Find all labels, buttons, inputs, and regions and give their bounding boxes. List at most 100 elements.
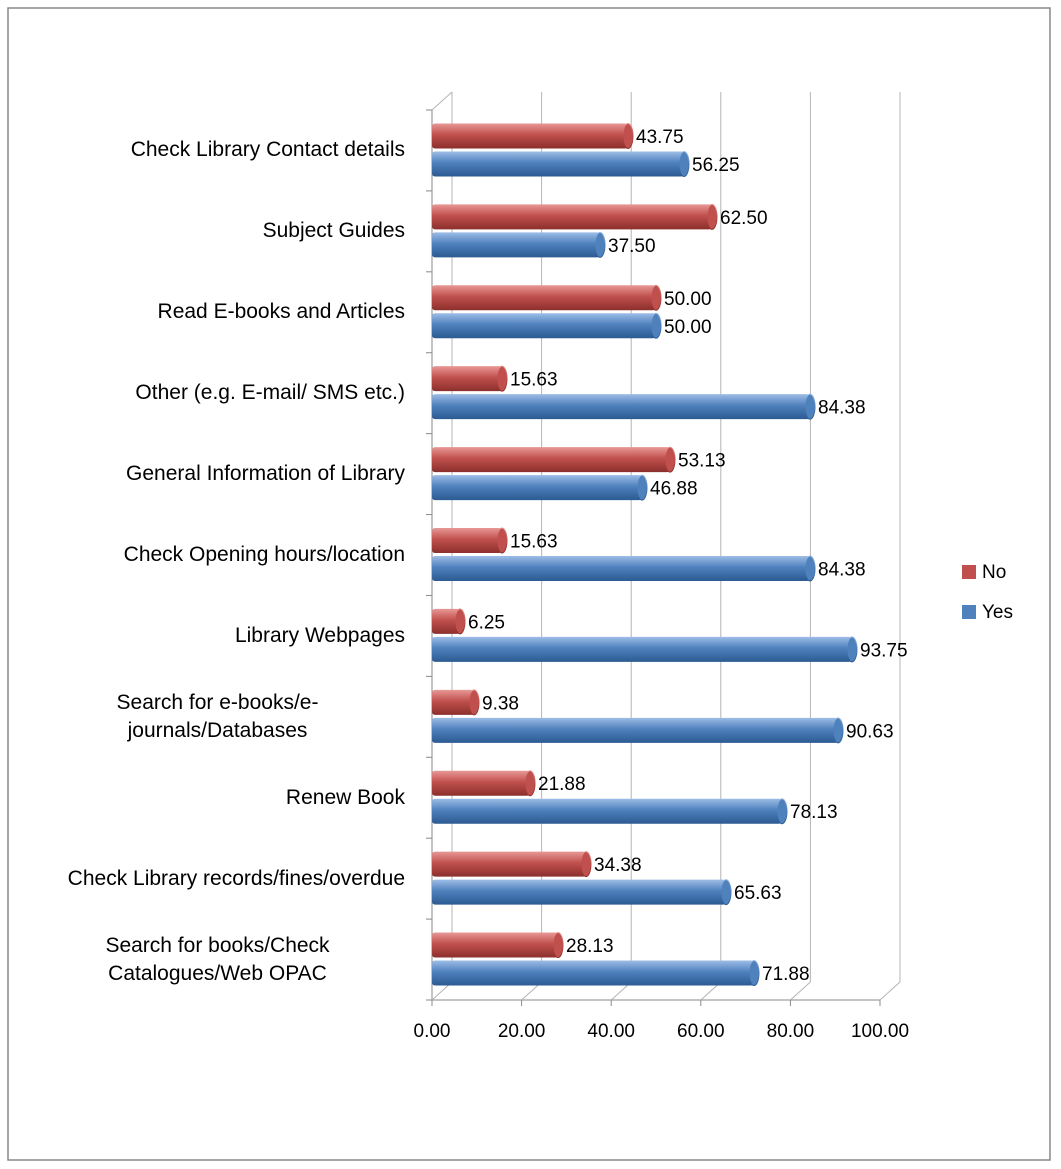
data-label: 53.13 <box>678 451 726 472</box>
y-tick-label: General Information of Library <box>10 460 405 488</box>
category-label: General Information of Library <box>126 462 405 486</box>
legend-label: No <box>982 562 1006 583</box>
bar-cap <box>594 231 606 258</box>
bar-cap <box>804 393 816 420</box>
bar <box>432 366 503 392</box>
bar-cap <box>580 851 592 878</box>
bar <box>432 475 643 501</box>
bar <box>432 879 727 905</box>
data-label: 62.50 <box>720 208 768 229</box>
data-label: 15.63 <box>510 532 558 553</box>
data-label: 21.88 <box>538 774 586 795</box>
bar-cap <box>552 932 564 959</box>
x-tick-label: 80.00 <box>767 1021 815 1042</box>
data-label: 37.50 <box>608 236 656 257</box>
bar-cap <box>454 608 466 635</box>
data-label: 84.38 <box>818 560 866 581</box>
bar-cap <box>804 555 816 582</box>
bar-cap <box>846 636 858 663</box>
category-label: Other (e.g. E-mail/ SMS etc.) <box>135 381 405 405</box>
category-label: Check Library Contact details <box>130 138 405 162</box>
y-tick-label: Check Opening hours/location <box>10 541 405 569</box>
bar <box>432 770 531 796</box>
bar-cap <box>496 527 508 554</box>
bar-cap <box>622 122 634 149</box>
data-label: 9.38 <box>482 693 519 714</box>
category-label: Check Opening hours/location <box>123 543 405 566</box>
bar <box>432 232 600 258</box>
bar <box>432 717 839 743</box>
x-tick-label: 100.00 <box>851 1021 909 1042</box>
bar <box>432 123 628 149</box>
bar <box>432 689 475 715</box>
data-label: 50.00 <box>664 317 712 338</box>
legend-label: Yes <box>982 602 1013 623</box>
bar-cap <box>832 717 844 744</box>
y-tick-label: Library Webpages <box>10 622 405 650</box>
data-label: 56.25 <box>692 155 740 176</box>
data-label: 6.25 <box>468 612 505 633</box>
y-tick-label: Other (e.g. E-mail/ SMS etc.) <box>10 379 405 407</box>
y-tick-label: Subject Guides <box>10 217 405 245</box>
y-tick-label: Renew Book <box>10 784 405 812</box>
x-tick-label: 0.00 <box>414 1021 451 1042</box>
bar <box>432 394 811 420</box>
data-label: 34.38 <box>594 855 642 876</box>
bar <box>432 285 656 311</box>
y-tick-label: Check Library Contact details <box>10 136 405 164</box>
data-label: 28.13 <box>566 936 614 957</box>
bar-cap <box>664 446 676 473</box>
bar <box>432 932 559 958</box>
category-label: Search for e-books/e-journals/Databases <box>116 690 319 742</box>
data-label: 65.63 <box>734 883 782 904</box>
grid-line <box>879 981 901 1001</box>
bar <box>432 608 460 634</box>
wall-edge <box>431 91 453 111</box>
bar <box>432 851 587 877</box>
bar-cap <box>706 203 718 230</box>
category-label: Read E-books and Articles <box>157 300 405 324</box>
y-tick-label: Check Library records/fines/overdue <box>10 865 405 893</box>
data-label: 71.88 <box>762 964 810 985</box>
bar-cap <box>678 150 690 177</box>
bar-cap <box>776 798 788 825</box>
data-label: 93.75 <box>860 640 908 661</box>
y-tick-label: Search for books/Check Catalogues/Web OP… <box>10 932 405 988</box>
x-tick-label: 20.00 <box>498 1021 546 1042</box>
data-label: 50.00 <box>664 289 712 310</box>
data-label: 15.63 <box>510 370 558 391</box>
legend-swatch <box>962 565 976 579</box>
bar <box>432 447 671 473</box>
legend-swatch <box>962 605 976 619</box>
bar <box>432 313 656 339</box>
bar <box>432 151 684 177</box>
bar-cap <box>748 960 760 987</box>
data-label: 46.88 <box>650 479 698 500</box>
category-label: Check Library records/fines/overdue <box>67 866 405 890</box>
x-tick-label: 60.00 <box>677 1021 725 1042</box>
category-label: Renew Book <box>285 785 405 809</box>
chart-frame <box>7 7 1051 1161</box>
x-tick-label: 40.00 <box>587 1021 635 1042</box>
bar <box>432 556 811 581</box>
bar-cap <box>524 770 536 797</box>
category-label: Library Webpages <box>234 623 405 647</box>
grid-line <box>790 981 811 1001</box>
bar <box>432 636 852 662</box>
category-label: Search for books/Check Catalogues/Web OP… <box>105 933 330 985</box>
bar <box>432 960 755 986</box>
bar <box>432 798 783 824</box>
bar-cap <box>496 365 508 392</box>
y-tick-label: Search for e-books/e-journals/Databases <box>10 689 405 745</box>
category-label: Subject Guides <box>262 219 405 243</box>
bar <box>432 528 503 553</box>
y-tick-label: Read E-books and Articles <box>10 298 405 326</box>
bar-cap <box>468 689 480 716</box>
bar-cap <box>650 312 662 339</box>
data-label: 78.13 <box>790 802 838 823</box>
bar-cap <box>720 879 732 906</box>
bar-cap <box>650 284 662 311</box>
data-label: 43.75 <box>636 127 684 148</box>
